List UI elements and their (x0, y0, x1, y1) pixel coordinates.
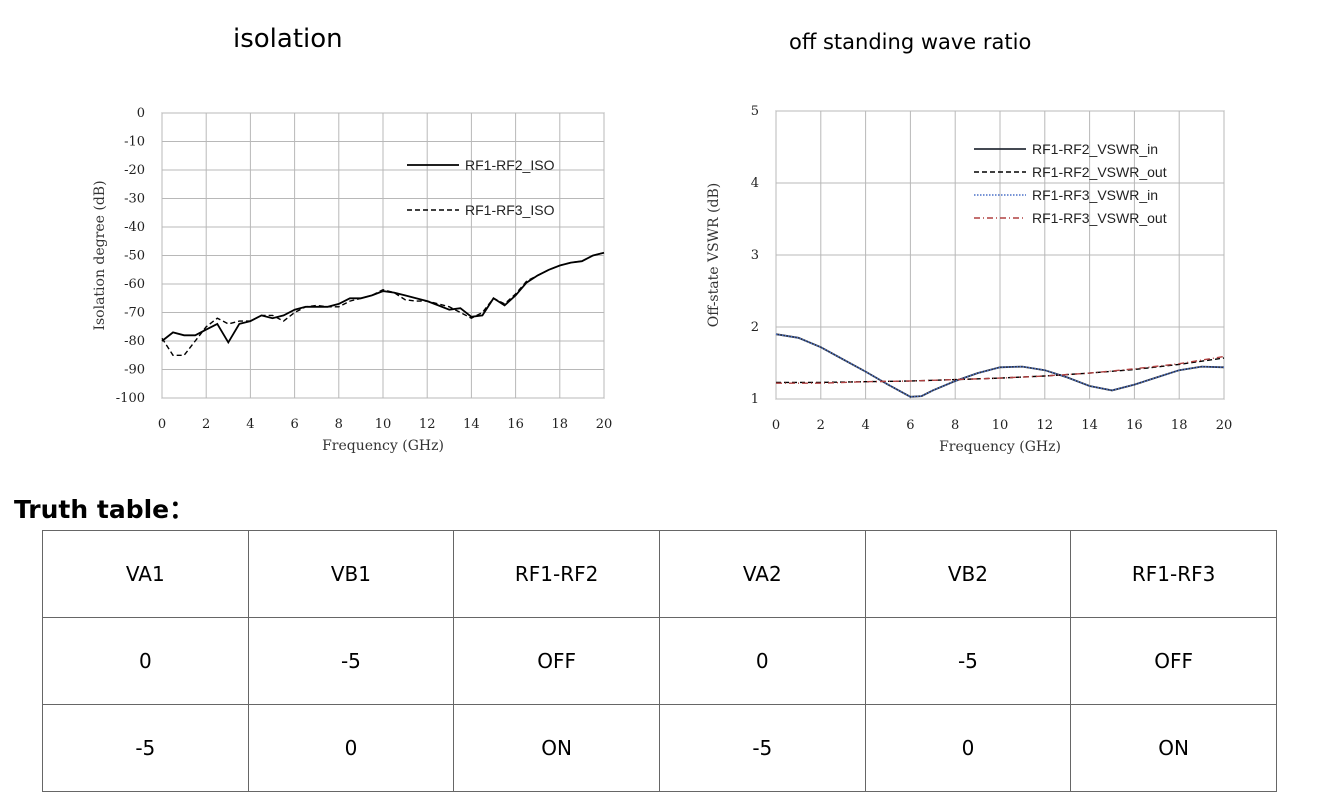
x-tick-label: 2 (202, 417, 210, 432)
x-tick-label: 14 (1081, 418, 1098, 433)
series-line (161, 251, 605, 345)
x-tick-label: 4 (246, 417, 254, 432)
y-axis-label: Off-state VSWR (dB) (706, 183, 722, 327)
x-tick-label: 8 (951, 418, 959, 433)
table-cell: 0 (247, 704, 455, 792)
truth-table-heading: Truth table： (14, 495, 195, 524)
x-tick-label: 12 (1037, 418, 1054, 433)
x-tick-label: 10 (992, 418, 1009, 433)
table-row: 0 -5 OFF 0 -5 OFF (42, 617, 1277, 705)
legend-label: RF1-RF2_VSWR_in (1032, 141, 1158, 157)
header-cell: VA1 (42, 530, 249, 618)
x-tick-label: 18 (1171, 418, 1188, 433)
x-tick-label: 0 (772, 418, 780, 433)
x-tick-label: 20 (596, 417, 613, 432)
header-cell: RF1-RF3 (1070, 530, 1277, 618)
table-row: -5 0 ON -5 0 ON (42, 704, 1277, 792)
vswr-chart-title: off standing wave ratio (789, 30, 1032, 54)
table-cell: ON (1070, 704, 1277, 792)
x-axis-label: Frequency (GHz) (322, 438, 444, 454)
isolation-chart-title: isolation (233, 24, 343, 54)
header-cell: VA2 (658, 530, 866, 618)
x-tick-label: 20 (1216, 418, 1233, 433)
y-tick-label: -50 (124, 249, 145, 264)
legend-label: RF1-RF3_ISO (465, 202, 555, 218)
x-tick-label: 12 (419, 417, 436, 432)
y-tick-label: -30 (124, 192, 145, 207)
y-tick-label: -20 (124, 163, 145, 178)
y-tick-label: -90 (124, 363, 145, 378)
series-line (775, 333, 1225, 398)
table-cell: -5 (42, 704, 249, 792)
y-tick-label: -10 (124, 135, 145, 150)
x-tick-label: 4 (861, 418, 869, 433)
table-cell: 0 (42, 617, 249, 705)
x-tick-label: 16 (1126, 418, 1143, 433)
legend-label: RF1-RF3_VSWR_in (1032, 187, 1158, 203)
table-cell: ON (453, 704, 660, 792)
x-tick-label: 16 (507, 417, 524, 432)
series-line (776, 355, 1225, 384)
y-tick-label: 4 (751, 176, 759, 191)
y-tick-label: -100 (116, 391, 145, 406)
y-tick-label: -80 (124, 334, 145, 349)
x-tick-label: 2 (817, 418, 825, 433)
table-cell: -5 (864, 617, 1072, 705)
header-cell: VB1 (247, 530, 455, 618)
legend-label: RF1-RF2_ISO (465, 157, 555, 173)
truth-table: VA1 VB1 RF1-RF2 VA2 VB2 RF1-RF3 0 -5 OFF… (42, 530, 1277, 792)
table-cell: 0 (658, 617, 866, 705)
table-cell: OFF (453, 617, 660, 705)
table-cell: -5 (247, 617, 455, 705)
y-tick-label: 5 (751, 104, 759, 119)
header-cell: VB2 (864, 530, 1072, 618)
table-cell: -5 (658, 704, 866, 792)
y-tick-label: 3 (751, 248, 759, 263)
y-tick-label: 0 (137, 106, 145, 121)
y-tick-label: -70 (124, 306, 145, 321)
x-tick-label: 8 (335, 417, 343, 432)
series-line (161, 252, 605, 356)
x-tick-label: 18 (552, 417, 569, 432)
header-cell: RF1-RF2 (453, 530, 660, 618)
y-tick-label: 2 (751, 320, 759, 335)
x-tick-label: 14 (463, 417, 480, 432)
x-tick-label: 0 (158, 417, 166, 432)
x-tick-label: 10 (375, 417, 392, 432)
legend-label: RF1-RF2_VSWR_out (1032, 164, 1167, 180)
table-cell: 0 (864, 704, 1072, 792)
y-tick-label: 1 (751, 392, 759, 407)
y-tick-label: -40 (124, 220, 145, 235)
legend-label: RF1-RF3_VSWR_out (1032, 210, 1167, 226)
truth-table-header-row: VA1 VB1 RF1-RF2 VA2 VB2 RF1-RF3 (42, 530, 1277, 618)
x-tick-label: 6 (290, 417, 298, 432)
x-tick-label: 6 (906, 418, 914, 433)
table-cell: OFF (1070, 617, 1277, 705)
y-axis-label: Isolation degree (dB) (92, 180, 108, 330)
x-axis-label: Frequency (GHz) (939, 439, 1061, 455)
isolation-chart: 0 2 4 6 8 10 12 14 16 18 20 0 -10 -20 -30 -40 -50 -60 -70 -… (92, 106, 613, 454)
y-tick-label: -60 (124, 277, 145, 292)
